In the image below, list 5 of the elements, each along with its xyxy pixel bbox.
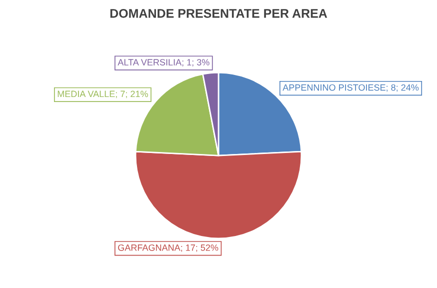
slice-label: APPENNINO PISTOIESE; 8; 24% [282,84,419,92]
slice-label: GARFAGNANA; 17; 52% [118,244,218,252]
chart-title: DOMANDE PRESENTATE PER AREA [110,8,328,18]
slice-label: ALTA VERSILIA; 1; 3% [118,59,210,67]
slice-label: MEDIA VALLE; 7; 21% [58,90,148,98]
